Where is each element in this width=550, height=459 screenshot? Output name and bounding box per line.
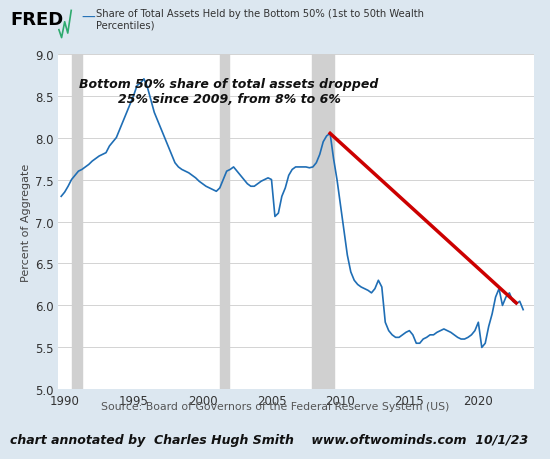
Text: chart annotated by  Charles Hugh Smith    www.oftwominds.com  10/1/23: chart annotated by Charles Hugh Smith ww… [10, 434, 528, 447]
Text: Bottom 50% share of total assets dropped
25% since 2009, from 8% to 6%: Bottom 50% share of total assets dropped… [79, 78, 379, 106]
Text: Share of Total Assets Held by the Bottom 50% (1st to 50th Wealth
Percentiles): Share of Total Assets Held by the Bottom… [96, 9, 424, 31]
Bar [72, 55, 82, 390]
Bar [220, 55, 229, 390]
Bar [312, 55, 333, 390]
Text: FRED: FRED [10, 11, 63, 29]
Text: —: — [81, 11, 95, 25]
Y-axis label: Percent of Aggregate: Percent of Aggregate [21, 163, 31, 281]
Text: Source: Board of Governors of the Federal Reserve System (US): Source: Board of Governors of the Federa… [101, 401, 449, 411]
